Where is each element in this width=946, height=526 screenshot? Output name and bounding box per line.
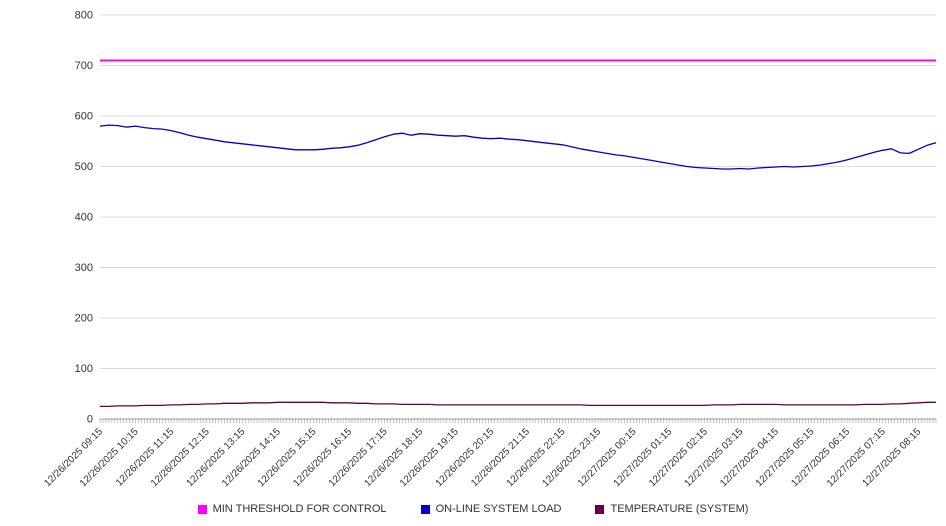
legend-item: TEMPERATURE (SYSTEM) [595,503,748,515]
legend-swatch-icon [420,504,430,514]
y-tick-label: 0 [87,414,93,426]
y-tick-label: 100 [75,363,93,375]
legend-item: MIN THRESHOLD FOR CONTROL [197,503,387,515]
legend-swatch-icon [595,504,605,514]
series-line-on-line-system-load [99,124,937,170]
series-line-temperature-system- [100,401,936,408]
legend-label: ON-LINE SYSTEM LOAD [435,503,562,515]
y-tick-label: 300 [75,262,93,274]
y-tick-label: 400 [75,212,93,224]
y-tick-label: 600 [75,111,93,123]
chart-svg: 0 100 200 300 400 500 600 700 800 12/26/2025 09:1… [42,10,937,489]
legend-swatch-icon [197,504,207,514]
y-tick-label: 500 [75,161,93,173]
y-tick-label: 200 [75,313,93,325]
legend-label: TEMPERATURE (SYSTEM) [610,503,749,515]
y-tick-label: 700 [75,60,93,72]
legend-item: ON-LINE SYSTEM LOAD [420,503,562,515]
legend: MIN THRESHOLD FOR CONTROL ON-LINE SYSTEM … [0,496,946,522]
y-tick-label: 800 [75,10,93,22]
x-tick-label: 12/26/2025 09:15 [42,426,105,489]
legend-label: MIN THRESHOLD FOR CONTROL [212,503,387,515]
